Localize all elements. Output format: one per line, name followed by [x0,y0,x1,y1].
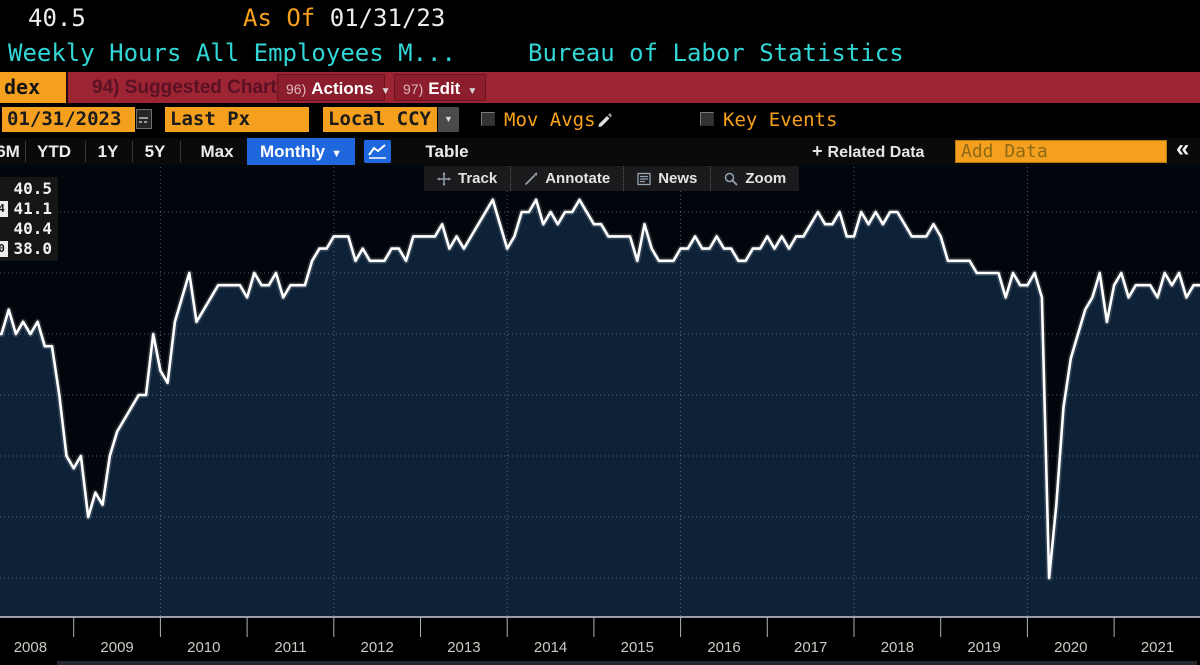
annotate-label: Annotate [545,170,611,187]
data-source: Bureau of Labor Statistics [528,39,904,67]
chevron-down-icon: ▼ [380,86,391,97]
key-events-checkbox[interactable] [700,112,714,126]
high-marker-icon: 4 [0,201,8,217]
track-label: Track [458,170,498,187]
x-axis-label: 2010 [187,639,220,656]
news-icon [637,172,651,185]
date-field[interactable]: 01/31/2023 [2,107,135,132]
collapse-panel-icon[interactable]: « [1176,135,1190,162]
low-marker-icon: 0 [0,241,8,257]
magnifier-icon [725,172,739,186]
divider [85,141,86,162]
legend-low: 0 38.0 [0,239,58,259]
period-label: Monthly [259,142,326,161]
actions-button[interactable]: 96) Actions ▼ [277,74,390,101]
range-tab-ytd[interactable]: YTD [37,142,71,161]
related-data-label: Related Data [827,144,925,161]
legend-last-price: 40.5 [13,179,52,198]
index-tab[interactable]: dex [0,72,68,103]
legend-average: 40.4 [13,219,52,238]
chart-toolbar: Track Annotate News Zoom [424,166,800,191]
actions-shortcut: 96) [286,81,307,97]
line-chart-icon[interactable] [364,140,391,163]
mov-avgs-label[interactable]: Mov Avgs [504,109,596,131]
range-tab-1y[interactable]: 1Y [97,142,119,161]
x-axis-label: 2008 [14,639,47,656]
chevron-down-icon: ▼ [467,86,478,97]
as-of-value: 01/31/23 [329,4,446,32]
x-axis-label: 2019 [967,639,1000,656]
edit-button[interactable]: 97) Edit ▼ [394,74,486,101]
area-fill [0,199,1200,617]
x-axis-label: 2017 [794,639,827,656]
x-axis-label: 2016 [707,639,740,656]
chevron-down-icon: ▼ [331,148,343,160]
key-events-label[interactable]: Key Events [723,109,838,131]
track-button[interactable]: Track [424,166,510,191]
zoom-label: Zoom [745,170,787,187]
annotate-button[interactable]: Annotate [510,166,623,191]
title-row: Weekly Hours All Employees M... Bureau o… [0,36,1200,72]
bottom-panel-edge [57,661,1197,665]
related-data-button[interactable]: + Related Data [812,138,943,165]
chart-legend: 40.5 4 41.1 40.4 0 38.0 [0,177,58,261]
divider [132,141,133,162]
x-axis-label: 2013 [447,639,480,656]
x-axis-label: 2020 [1054,639,1087,656]
calendar-icon[interactable] [136,109,152,129]
price-header-row: 40.5 As Of 01/31/23 [0,0,1200,36]
edit-shortcut: 97) [403,81,424,97]
news-label: News [658,170,698,187]
range-tab-5y[interactable]: 5Y [144,142,166,161]
divider [25,141,26,162]
edit-label: Edit [428,79,461,98]
add-data-input[interactable] [955,140,1167,163]
period-dropdown[interactable]: Monthly ▼ [247,138,355,165]
as-of-date: As Of 01/31/23 [243,4,445,32]
x-axis-label: 2015 [621,639,654,656]
security-title: Weekly Hours All Employees M... [8,39,456,67]
x-axis-label: 2012 [361,639,394,656]
as-of-label: As Of [243,4,316,32]
news-button[interactable]: News [623,166,710,191]
menu-bar: dex 94) Suggested Charts 96) Actions ▼ 97)… [0,72,1200,103]
last-price-value: 40.5 [28,4,86,32]
price-line [0,198,1200,580]
controls-row: 01/31/2023 Last Px Local CCY ▼ Mov Avgs … [0,103,1200,138]
suggested-charts-button[interactable]: 94) Suggested Charts [92,77,288,98]
x-axis-label: 2009 [100,639,133,656]
range-tab-max[interactable]: Max [200,142,234,161]
price-source-field[interactable]: Last Px [165,107,309,132]
crosshair-icon [437,171,451,186]
annotate-icon [525,172,538,185]
mov-avgs-checkbox[interactable] [481,112,495,126]
plus-icon: + [812,141,823,161]
legend-high: 4 41.1 [0,199,58,219]
x-axis-label: 2014 [534,639,567,656]
zoom-button[interactable]: Zoom [710,166,799,191]
x-axis-label: 2011 [274,639,306,656]
pencil-icon[interactable] [596,111,613,133]
table-tab[interactable]: Table [425,142,469,161]
currency-field[interactable]: Local CCY [323,107,437,132]
divider [180,141,181,162]
range-bar: 6M YTD 1Y 5Y Max Monthly ▼ Table + Related… [0,135,1200,165]
x-axis-label: 2021 [1141,639,1174,656]
currency-dropdown[interactable]: ▼ [438,107,459,132]
actions-label: Actions [311,79,374,98]
x-axis-label: 2018 [881,639,914,656]
range-tab-6m[interactable]: 6M [0,142,20,161]
